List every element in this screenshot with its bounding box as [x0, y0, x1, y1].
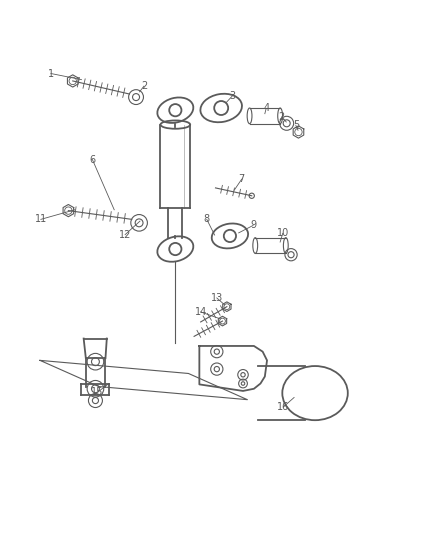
Text: 2: 2: [279, 112, 285, 122]
Text: 8: 8: [204, 214, 210, 224]
Text: 10: 10: [277, 228, 289, 238]
Text: 15: 15: [92, 387, 104, 397]
Text: 9: 9: [250, 221, 256, 230]
Text: 6: 6: [89, 155, 95, 165]
Text: 5: 5: [293, 120, 299, 131]
Text: 14: 14: [194, 307, 207, 317]
Text: 3: 3: [229, 91, 235, 101]
Text: 16: 16: [277, 402, 290, 412]
Text: 4: 4: [263, 103, 269, 114]
Text: 1: 1: [48, 69, 54, 78]
Text: 2: 2: [141, 81, 147, 91]
Text: 7: 7: [239, 174, 245, 184]
Text: 13: 13: [211, 293, 223, 303]
Text: 12: 12: [119, 230, 131, 240]
Text: 11: 11: [35, 214, 47, 224]
